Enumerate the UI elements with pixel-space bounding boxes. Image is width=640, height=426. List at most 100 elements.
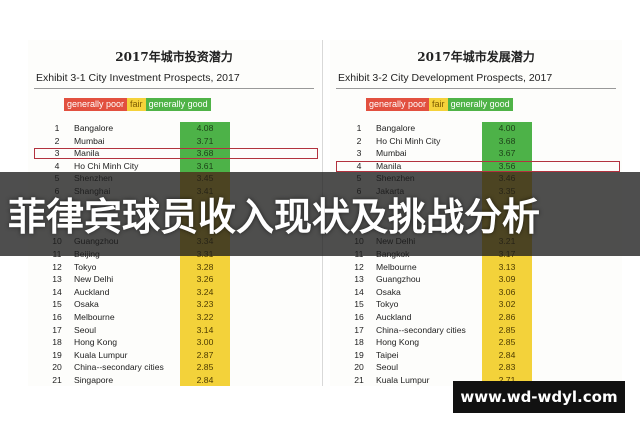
legend-good: generally good (145, 98, 211, 111)
rank-cell: 2 (54, 135, 60, 146)
rank-cell: 15 (354, 299, 364, 310)
city-cell: Hong Kong (376, 337, 420, 348)
table-row: 16 Auckland 2.86 (330, 311, 622, 324)
score-cell: 3.28 (180, 260, 230, 274)
rank-cell: 21 (52, 375, 62, 385)
panel-subtitle: Exhibit 3-2 City Development Prospects, … (338, 72, 553, 84)
score-cell: 3.22 (180, 311, 230, 324)
rank-cell: 20 (354, 362, 364, 373)
rank-cell: 14 (52, 286, 62, 297)
rank-cell: 20 (52, 362, 62, 373)
rank-cell: 13 (52, 274, 62, 285)
table-row: 1 Bangalore 4.08 (28, 122, 320, 135)
title-banner (0, 172, 640, 256)
rank-cell: 17 (52, 324, 62, 335)
rank-cell: 4 (356, 160, 362, 171)
table-row: 14 Osaka 3.06 (330, 285, 622, 299)
table-row: 3 Mumbai 3.67 (330, 147, 622, 160)
score-cell: 3.56 (482, 159, 532, 173)
legend-poor: generally poor (366, 98, 430, 111)
city-cell: Hong Kong (74, 337, 118, 348)
score-cell: 3.13 (482, 260, 532, 274)
rank-cell: 18 (52, 337, 62, 348)
city-cell: Tokyo (376, 299, 399, 310)
rank-cell: 19 (52, 349, 62, 360)
table-row: 17 Seoul 3.14 (28, 323, 320, 337)
subtitle-rule (34, 88, 314, 89)
score-cell: 3.02 (482, 298, 532, 311)
city-cell: Kuala Lumpur (376, 375, 430, 385)
rank-cell: 1 (356, 123, 362, 133)
city-cell: Bangalore (376, 123, 416, 133)
score-cell: 3.00 (180, 336, 230, 349)
score-cell: 3.06 (482, 285, 532, 299)
city-cell: Manila (376, 160, 402, 171)
rank-cell: 12 (52, 261, 62, 272)
score-cell: 2.85 (482, 336, 532, 349)
table-row: 20 Seoul 2.83 (330, 361, 622, 374)
score-cell: 2.84 (482, 348, 532, 362)
city-cell: Osaka (376, 286, 401, 297)
city-cell: Auckland (376, 312, 412, 322)
table-row: 1 Bangalore 4.00 (330, 122, 622, 135)
table-row: 4 Ho Chi Minh City 3.61 (28, 159, 320, 173)
legend-fair: fair (127, 98, 146, 111)
legend-good: generally good (447, 98, 513, 111)
score-cell: 3.24 (180, 285, 230, 299)
table-row: 15 Osaka 3.23 (28, 298, 320, 311)
legend: generally poor fair generally good (64, 98, 211, 111)
rank-cell: 2 (356, 135, 362, 146)
score-cell: 3.23 (180, 298, 230, 311)
score-cell: 3.67 (482, 147, 532, 160)
city-cell: Guangzhou (376, 274, 421, 285)
rank-cell: 1 (54, 123, 60, 133)
score-cell: 2.85 (180, 361, 230, 374)
score-cell: 2.86 (482, 311, 532, 324)
site-watermark: www.wd-wdyl.com (453, 381, 625, 413)
score-cell: 2.87 (180, 348, 230, 362)
city-cell: Mumbai (376, 148, 407, 159)
table-row: 12 Melbourne 3.13 (330, 260, 622, 274)
table-row: 14 Auckland 3.24 (28, 285, 320, 299)
legend-poor: generally poor (64, 98, 128, 111)
score-cell: 4.00 (482, 122, 532, 135)
score-cell: 2.84 (180, 374, 230, 386)
city-cell: China--secondary cities (376, 324, 466, 335)
rank-cell: 13 (354, 274, 364, 285)
city-cell: Bangalore (74, 123, 114, 133)
rank-cell: 18 (354, 337, 364, 348)
table-row: 2 Ho Chi Minh City 3.68 (330, 134, 622, 148)
table-row: 18 Hong Kong 2.85 (330, 336, 622, 349)
table-row: 15 Tokyo 3.02 (330, 298, 622, 311)
city-cell: Auckland (74, 286, 110, 297)
city-cell: Kuala Lumpur (74, 349, 128, 360)
city-cell: Seoul (74, 324, 96, 335)
city-cell: Mumbai (74, 135, 105, 146)
city-cell: Osaka (74, 299, 99, 310)
table-row: 21 Singapore 2.84 (28, 374, 320, 386)
rank-cell: 16 (52, 312, 62, 322)
table-row: 17 China--secondary cities 2.85 (330, 323, 622, 337)
rank-cell: 21 (354, 375, 364, 385)
table-row: 20 China--secondary cities 2.85 (28, 361, 320, 374)
rank-cell: 12 (354, 261, 364, 272)
table-row: 3 Manila 3.68 (28, 147, 320, 160)
rank-cell: 4 (54, 160, 60, 171)
rank-cell: 3 (54, 148, 60, 159)
table-row: 19 Kuala Lumpur 2.87 (28, 348, 320, 362)
score-cell: 3.26 (180, 273, 230, 286)
legend-fair: fair (429, 98, 448, 111)
city-cell: Melbourne (376, 261, 417, 272)
city-cell: New Delhi (74, 274, 114, 285)
table-row: 4 Manila 3.56 (330, 159, 622, 173)
table-row: 2 Mumbai 3.71 (28, 134, 320, 148)
rank-cell: 15 (52, 299, 62, 310)
subtitle-rule (336, 88, 616, 89)
city-cell: Ho Chi Minh City (74, 160, 139, 171)
score-cell: 2.85 (482, 323, 532, 337)
city-cell: Tokyo (74, 261, 97, 272)
table-row: 18 Hong Kong 3.00 (28, 336, 320, 349)
score-cell: 3.14 (180, 323, 230, 337)
city-cell: Ho Chi Minh City (376, 135, 441, 146)
